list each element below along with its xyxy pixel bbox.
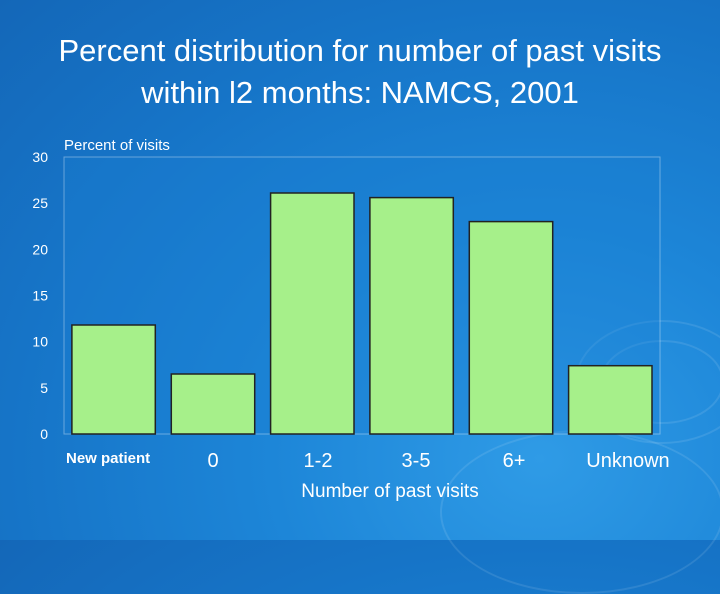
bar-chart: 0 5 10 15 20 25 30 New patient 0 1-2 3-5 6+ Unknown… [32, 137, 670, 502]
x-tick-label: 1-2 [304, 450, 333, 472]
chart-title: Percent distribution for number of past … [58, 33, 662, 110]
y-tick-label: 10 [32, 334, 48, 350]
bar-unknown [567, 364, 653, 435]
x-tick-label: 3-5 [402, 450, 431, 472]
x-tick-label: 0 [207, 450, 218, 472]
x-tick-label: New patient [66, 450, 150, 467]
bars [71, 192, 653, 435]
x-tick-label: Unknown [586, 450, 669, 472]
x-tick-label: 6+ [503, 450, 526, 472]
y-tick-label: 0 [40, 426, 48, 442]
bar-0 [170, 373, 256, 435]
bar-6- [468, 220, 554, 435]
y-tick-label: 5 [40, 380, 48, 396]
plot-area [63, 156, 661, 435]
bar-new-patient [71, 324, 157, 435]
y-tick-label: 20 [32, 241, 48, 257]
bar-3-5 [369, 196, 455, 435]
bar-1-2 [269, 192, 355, 435]
y-axis-ticks: 0 5 10 15 20 25 30 [32, 149, 48, 442]
y-tick-label: 30 [32, 149, 48, 165]
y-tick-label: 25 [32, 195, 48, 211]
y-tick-label: 15 [32, 288, 48, 304]
y-axis-label: Percent of visits [64, 137, 170, 154]
x-axis-categories: New patient 0 1-2 3-5 6+ Unknown [66, 450, 670, 472]
x-axis-label: Number of past visits [301, 481, 478, 502]
